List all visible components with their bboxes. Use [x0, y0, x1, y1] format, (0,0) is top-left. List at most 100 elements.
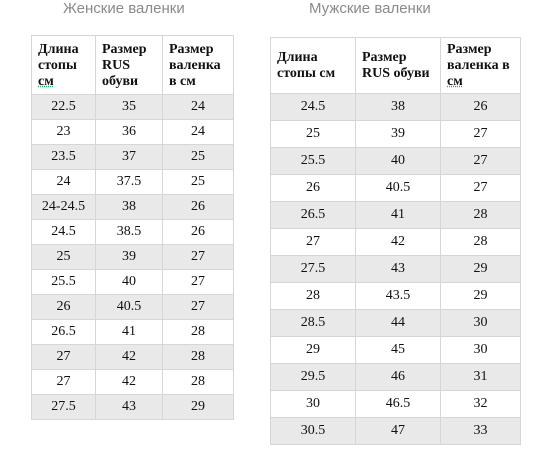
rus-size-cell: 44: [355, 309, 441, 337]
foot-length-cell: 26.5: [31, 319, 96, 345]
table-row: 26.5 41 28: [270, 201, 521, 229]
boot-size-cell: 28: [440, 228, 521, 256]
boot-size-cell: 29: [440, 255, 521, 283]
rus-size-cell: 43.5: [355, 282, 441, 310]
boot-size-cell: 28: [440, 201, 521, 229]
table-row: 26.5 41 28: [31, 319, 234, 345]
foot-length-cell: 25.5: [31, 269, 96, 295]
boot-size-cell: 28: [162, 369, 234, 395]
rus-size-cell: 46: [355, 363, 441, 391]
table-row: 22.5 35 24: [31, 94, 234, 120]
table-row: 23 36 24: [31, 119, 234, 145]
rus-size-cell: 42: [95, 369, 163, 395]
rus-size-cell: 40.5: [355, 174, 441, 202]
foot-length-cell: 27.5: [270, 255, 356, 283]
foot-length-cell: 24-24.5: [31, 194, 96, 220]
foot-length-cell: 28: [270, 282, 356, 310]
rus-size-cell: 37: [95, 144, 163, 170]
boot-size-cell: 26: [162, 219, 234, 245]
rus-size-cell: 36: [95, 119, 163, 145]
foot-length-cell: 24.5: [31, 219, 96, 245]
table-row: 25.5 40 27: [270, 147, 521, 175]
rus-size-cell: 42: [95, 344, 163, 370]
table-row: 27 42 28: [31, 369, 234, 395]
table-row: 30 46.5 32: [270, 390, 521, 418]
rus-size-cell: 41: [95, 319, 163, 345]
boot-size-cell: 27: [162, 294, 234, 320]
men-size-table: Длина стопы см Размер RUS обуви Размер в…: [270, 37, 521, 445]
table-row: 26 40.5 27: [31, 294, 234, 320]
table-row: 27 42 28: [270, 228, 521, 256]
rus-size-cell: 39: [95, 244, 163, 270]
foot-length-cell: 28.5: [270, 309, 356, 337]
header-row: Длина стопы см Размер RUS обуви Размер в…: [270, 37, 521, 94]
foot-length-cell: 25: [31, 244, 96, 270]
table-row: 28.5 44 30: [270, 309, 521, 337]
header-boot-size: Размер валенка в см: [440, 37, 521, 94]
table-row: 29 45 30: [270, 336, 521, 364]
rus-size-cell: 40.5: [95, 294, 163, 320]
table-row: 25 39 27: [31, 244, 234, 270]
foot-length-cell: 27: [31, 369, 96, 395]
foot-length-cell: 25: [270, 120, 356, 148]
foot-length-cell: 27: [31, 344, 96, 370]
table-row: 25 39 27: [270, 120, 521, 148]
foot-length-cell: 24: [31, 169, 96, 195]
rus-size-cell: 41: [355, 201, 441, 229]
table-row: 27 42 28: [31, 344, 234, 370]
boot-size-cell: 33: [440, 417, 521, 445]
header-rus-size: Размер RUS обуви: [95, 35, 163, 95]
rus-size-cell: 38: [95, 194, 163, 220]
rus-size-cell: 45: [355, 336, 441, 364]
table-row: 27.5 43 29: [270, 255, 521, 283]
table-row: 28 43.5 29: [270, 282, 521, 310]
boot-size-cell: 32: [440, 390, 521, 418]
boot-size-cell: 29: [440, 282, 521, 310]
boot-size-cell: 27: [440, 174, 521, 202]
boot-size-cell: 28: [162, 319, 234, 345]
rus-size-cell: 38: [355, 93, 441, 121]
boot-size-cell: 27: [440, 120, 521, 148]
men-table-title: Мужские валенки: [309, 0, 431, 17]
header-row: Длина стопы см Размер RUS обуви Размер в…: [31, 35, 234, 95]
boot-size-cell: 30: [440, 336, 521, 364]
table-row: 24.5 38.5 26: [31, 219, 234, 245]
boot-size-cell: 25: [162, 169, 234, 195]
women-table-title: Женские валенки: [63, 0, 185, 17]
rus-size-cell: 43: [355, 255, 441, 283]
table-row: 29.5 46 31: [270, 363, 521, 391]
table-row: 27.5 43 29: [31, 394, 234, 420]
boot-size-cell: 26: [440, 93, 521, 121]
rus-size-cell: 40: [95, 269, 163, 295]
boot-size-cell: 29: [162, 394, 234, 420]
foot-length-cell: 26: [270, 174, 356, 202]
rus-size-cell: 35: [95, 94, 163, 120]
foot-length-cell: 22.5: [31, 94, 96, 120]
table-row: 24 37.5 25: [31, 169, 234, 195]
foot-length-cell: 25.5: [270, 147, 356, 175]
foot-length-cell: 24.5: [270, 93, 356, 121]
rus-size-cell: 46.5: [355, 390, 441, 418]
boot-size-cell: 24: [162, 119, 234, 145]
boot-size-cell: 31: [440, 363, 521, 391]
foot-length-cell: 30: [270, 390, 356, 418]
boot-size-cell: 27: [162, 269, 234, 295]
foot-length-cell: 29.5: [270, 363, 356, 391]
foot-length-cell: 23: [31, 119, 96, 145]
rus-size-cell: 37.5: [95, 169, 163, 195]
boot-size-cell: 26: [162, 194, 234, 220]
rus-size-cell: 47: [355, 417, 441, 445]
boot-size-cell: 25: [162, 144, 234, 170]
foot-length-cell: 27.5: [31, 394, 96, 420]
header-rus-size: Размер RUS обуви: [355, 37, 441, 94]
boot-size-cell: 24: [162, 94, 234, 120]
women-size-table: Длина стопы см Размер RUS обуви Размер в…: [31, 35, 234, 420]
header-foot-length: Длина стопы см: [31, 35, 96, 95]
table-row: 25.5 40 27: [31, 269, 234, 295]
table-row: 30.5 47 33: [270, 417, 521, 445]
header-boot-size: Размер валенка в см: [162, 35, 234, 95]
foot-length-cell: 29: [270, 336, 356, 364]
table-row: 24.5 38 26: [270, 93, 521, 121]
rus-size-cell: 43: [95, 394, 163, 420]
boot-size-cell: 30: [440, 309, 521, 337]
